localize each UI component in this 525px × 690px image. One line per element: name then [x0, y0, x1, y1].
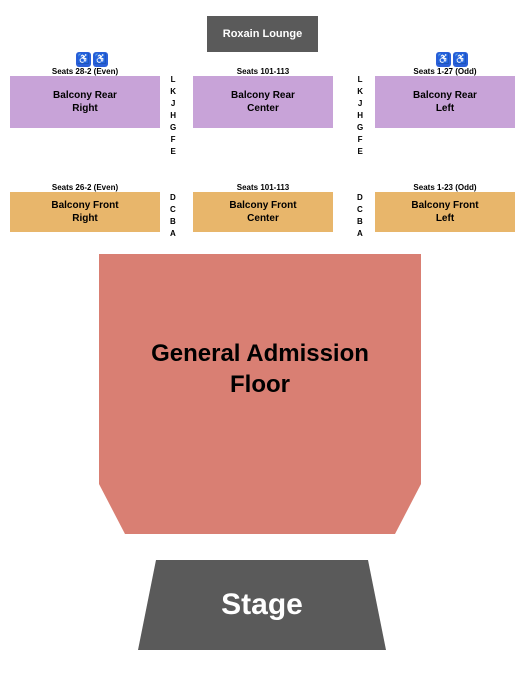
balcony-front-left[interactable]: Balcony Front Left — [375, 192, 515, 232]
row-labels-front-1: DCBA — [170, 192, 176, 240]
section-label: Balcony Front — [229, 199, 296, 212]
lounge-label: Roxain Lounge — [223, 28, 302, 40]
section-label: Left — [436, 212, 454, 225]
balcony-rear-right[interactable]: Balcony Rear Right — [10, 76, 160, 128]
roxain-lounge[interactable]: Roxain Lounge — [207, 16, 318, 52]
section-label: Balcony Rear — [53, 89, 117, 102]
row-labels-rear-1: LKJHGFE — [170, 74, 176, 158]
wheelchair-icons-right: ♿ ♿ — [436, 52, 468, 67]
balcony-rear-center[interactable]: Balcony Rear Center — [193, 76, 333, 128]
section-label: Right — [72, 102, 98, 115]
front-left-info: Seats 1-23 (Odd) — [375, 183, 515, 192]
ga-label: General Admission — [151, 340, 369, 367]
front-center-info: Seats 101-113 — [193, 183, 333, 192]
section-label: Balcony Front — [51, 199, 118, 212]
section-label: Center — [247, 212, 279, 225]
stage[interactable]: Stage — [138, 560, 386, 650]
section-label: Right — [72, 212, 98, 225]
wheelchair-icon: ♿ — [436, 52, 451, 67]
section-label: Center — [247, 102, 279, 115]
section-label: Balcony Rear — [413, 89, 477, 102]
wheelchair-icons-left: ♿ ♿ — [76, 52, 108, 67]
rear-left-info: Seats 1-27 (Odd) — [375, 67, 515, 76]
rear-right-info: Seats 28-2 (Even) — [10, 67, 160, 76]
section-label: Balcony Rear — [231, 89, 295, 102]
section-label: Balcony Front — [411, 199, 478, 212]
balcony-rear-left[interactable]: Balcony Rear Left — [375, 76, 515, 128]
section-label: Left — [436, 102, 454, 115]
row-labels-rear-2: LKJHGFE — [357, 74, 363, 158]
row-labels-front-2: DCBA — [357, 192, 363, 240]
front-right-info: Seats 26-2 (Even) — [10, 183, 160, 192]
balcony-front-right[interactable]: Balcony Front Right — [10, 192, 160, 232]
wheelchair-icon: ♿ — [76, 52, 91, 67]
stage-label: Stage — [221, 588, 303, 622]
wheelchair-icon: ♿ — [453, 52, 468, 67]
ga-label: Floor — [230, 371, 290, 398]
wheelchair-icon: ♿ — [93, 52, 108, 67]
rear-center-info: Seats 101-113 — [193, 67, 333, 76]
balcony-front-center[interactable]: Balcony Front Center — [193, 192, 333, 232]
general-admission-floor[interactable]: General Admission Floor — [99, 254, 421, 484]
